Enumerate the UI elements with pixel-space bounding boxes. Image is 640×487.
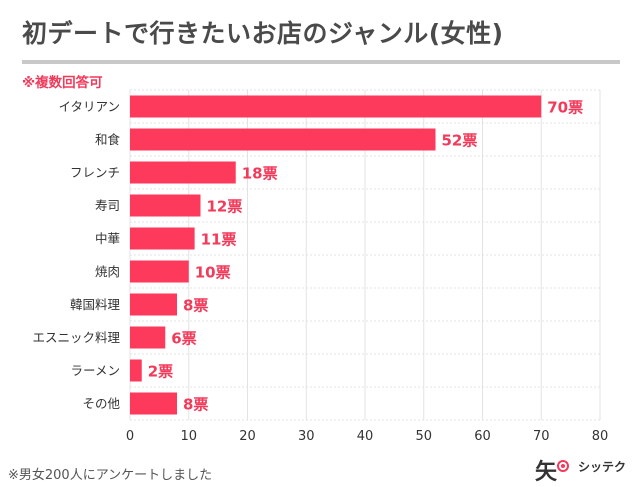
survey-footnote: ※男女200人にアンケートしました: [8, 468, 213, 483]
value-label: 8票: [183, 297, 208, 315]
logo-text: シッテク: [578, 460, 627, 474]
value-label: 11票: [201, 231, 237, 249]
x-tick-label: 60: [474, 429, 491, 444]
bar: [130, 161, 236, 184]
category-label: 韓国料理: [70, 297, 121, 312]
value-label: 10票: [195, 264, 231, 282]
bar: [130, 95, 542, 118]
value-label: 70票: [547, 99, 583, 117]
x-tick-label: 30: [298, 429, 315, 444]
bar: [130, 227, 195, 250]
brand-logo: 矢 シッテク: [535, 454, 635, 485]
value-label: 52票: [442, 132, 478, 150]
x-tick-label: 40: [357, 429, 374, 444]
bar: [130, 194, 201, 217]
category-label: フレンチ: [70, 165, 120, 180]
title-underline: [22, 60, 620, 64]
bar: [130, 260, 189, 283]
x-tick-label: 0: [126, 429, 134, 444]
category-label: ラーメン: [70, 363, 120, 378]
value-label: 12票: [207, 198, 243, 216]
category-label: その他: [82, 396, 120, 411]
logo-dot-icon: [557, 460, 569, 472]
category-label: イタリアン: [58, 99, 120, 114]
category-label: 中華: [95, 231, 120, 246]
bar: [130, 326, 166, 349]
category-label: 焼肉: [95, 264, 120, 279]
x-tick-label: 10: [180, 429, 197, 444]
chart-title: 初デートで行きたいお店のジャンル(女性): [22, 19, 504, 48]
x-tick-label: 70: [533, 429, 550, 444]
multiple-answers-note: ※複数回答可: [22, 75, 103, 91]
bar: [130, 128, 436, 151]
logo-mark: 矢: [535, 460, 558, 485]
value-label: 18票: [242, 165, 278, 183]
bar: [130, 359, 142, 382]
bar: [130, 293, 177, 316]
x-tick-label: 80: [592, 429, 609, 444]
value-label: 6票: [171, 330, 196, 348]
category-label: 寿司: [95, 198, 120, 213]
value-label: 2票: [148, 363, 173, 381]
x-tick-label: 50: [415, 429, 432, 444]
category-label: 和食: [95, 132, 121, 147]
category-label: エスニック料理: [32, 330, 120, 345]
bar: [130, 392, 177, 415]
x-tick-label: 20: [239, 429, 256, 444]
value-label: 8票: [183, 396, 208, 414]
